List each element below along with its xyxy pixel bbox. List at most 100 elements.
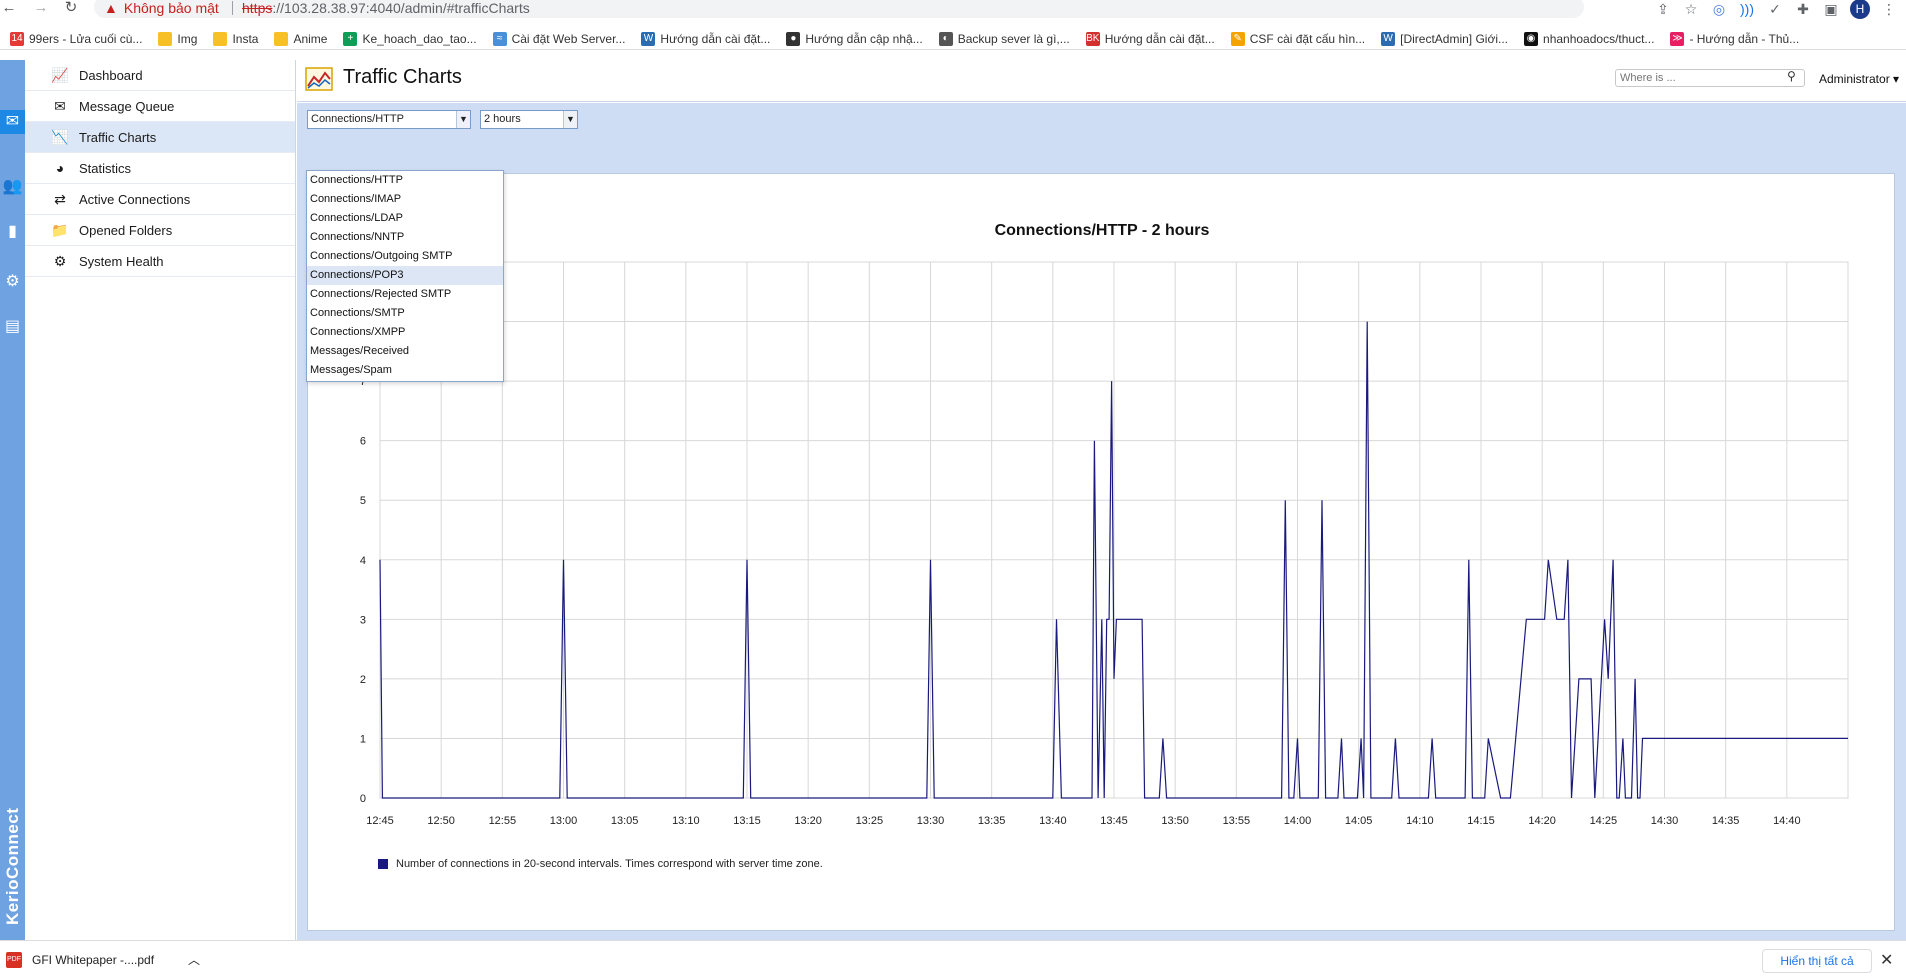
user-menu[interactable]: Administrator ▾ <box>1819 72 1900 86</box>
profile-avatar[interactable]: H <box>1850 0 1870 19</box>
bookmark-icon: W <box>641 31 656 46</box>
dropdown-option[interactable]: Messages/Spam <box>310 364 392 376</box>
sidebar-item-label: Message Queue <box>79 98 175 114</box>
y-tick-label: 5 <box>360 495 366 507</box>
bookmark-icon: BK <box>1085 31 1100 46</box>
sidebar-item-opened-folders[interactable]: 📁 Opened Folders <box>25 215 295 246</box>
download-filename: GFI Whitepaper -....pdf <box>32 952 155 967</box>
x-tick-label: 14:10 <box>1406 815 1434 827</box>
bookmark-item[interactable]: 14 99ers - Lửa cuối cù... <box>10 31 143 46</box>
forward-icon[interactable]: → <box>33 0 49 16</box>
bookmark-item[interactable]: W [DirectAdmin] Giới... <box>1373 28 1516 49</box>
y-tick-label: 7 <box>360 376 366 388</box>
show-all-downloads-button[interactable]: Hiển thị tất cả <box>1762 949 1872 973</box>
page-header: Traffic Charts ⚲ Administrator ▾ <box>297 60 1906 102</box>
bookmark-item[interactable]: + Ke_hoach_dao_tao... <box>335 28 484 49</box>
metric-select[interactable]: Connections/HTTP ▼ <box>307 110 471 129</box>
bookmark-item[interactable]: ◐ Backup sever là gì,... <box>931 28 1078 49</box>
dropdown-option[interactable]: Connections/IMAP <box>310 193 402 205</box>
sidebar-item-label: System Health <box>79 253 164 269</box>
y-tick-label: 1 <box>360 733 366 745</box>
sidebar-item-statistics[interactable]: ◕ Statistics <box>25 153 295 184</box>
dropdown-option[interactable]: Connections/POP3 <box>307 266 503 285</box>
url-text[interactable]: https://103.28.38.97:4040/admin/#traffic… <box>242 0 530 16</box>
close-icon[interactable]: ✕ <box>1880 952 1894 969</box>
sidebar-item-label: Dashboard <box>79 67 143 83</box>
back-icon[interactable]: ← <box>1 0 17 16</box>
x-tick-label: 14:40 <box>1773 815 1801 827</box>
folder-icon: 📁 <box>51 222 69 238</box>
range-select[interactable]: 2 hours ▼ <box>480 110 578 129</box>
x-tick-label: 13:15 <box>733 815 761 827</box>
more-menu-icon[interactable]: ⋮ <box>1882 1 1896 17</box>
bookmark-item[interactable]: Anime <box>266 28 335 49</box>
bookmark-icon <box>158 31 173 46</box>
x-tick-label: 13:00 <box>550 815 578 827</box>
omnibox[interactable] <box>94 0 1584 18</box>
dropdown-option[interactable]: Messages/Received <box>310 345 410 357</box>
logs-module-icon[interactable]: ▤ <box>4 318 21 335</box>
sidebar-item-system-health[interactable]: ⚙ System Health <box>25 246 295 277</box>
bookmark-item[interactable]: Insta <box>205 28 266 49</box>
extension-lens-icon[interactable]: ◎ <box>1712 1 1726 17</box>
sidebar-item-label: Opened Folders <box>79 222 173 238</box>
dropdown-option[interactable]: Connections/Outgoing SMTP <box>310 250 453 262</box>
search-input[interactable] <box>1615 69 1805 87</box>
x-tick-label: 14:00 <box>1284 815 1312 827</box>
bookmark-star-icon[interactable]: ☆ <box>1684 1 1698 17</box>
share-icon[interactable]: ⇪ <box>1657 1 1669 17</box>
dropdown-option[interactable]: Connections/XMPP <box>310 326 406 338</box>
sidebar-item-traffic-charts[interactable]: 📉 Traffic Charts <box>25 122 295 153</box>
bookmark-icon: + <box>343 31 358 46</box>
chevron-down-icon[interactable]: ▼ <box>456 111 470 128</box>
chart-panel: Connections/HTTP - 2 hours 0 1 2 3 4 5 6 7 12:45… <box>307 173 1895 931</box>
bookmark-icon: ● <box>786 31 801 46</box>
bookmark-item[interactable]: BK Hướng dẫn cài đặt... <box>1085 31 1215 46</box>
dropdown-option[interactable]: Connections/HTTP <box>310 174 403 186</box>
sidebar-item-message-queue[interactable]: ✉ Message Queue <box>25 91 295 122</box>
module-rail: ✉ 👥 ▮ ⚙ ▤ KerioConnect <box>0 60 25 940</box>
bookmark-item[interactable]: Img <box>150 28 205 49</box>
bookmark-item[interactable]: ✎ CSF cài đặt cấu hìn... <box>1223 28 1373 49</box>
dropdown-option[interactable]: Connections/NNTP <box>310 231 405 243</box>
sidebar-item-label: Traffic Charts <box>79 129 157 145</box>
search-icon[interactable]: ⚲ <box>1787 69 1796 83</box>
sidebar-item-label: Active Connections <box>79 191 191 207</box>
extensions-puzzle-icon[interactable]: ✚ <box>1797 1 1809 17</box>
y-tick-label: 3 <box>360 614 366 626</box>
mail-module-icon[interactable]: ✉ <box>0 110 25 134</box>
extension-check-icon[interactable]: ✓ <box>1769 1 1781 17</box>
line-chart: 0 1 2 3 4 5 6 7 12:45 12:50 12:55 13:00 13:05 13:10 13… <box>360 261 1849 827</box>
message-queue-icon: ✉ <box>54 98 66 114</box>
download-item[interactable]: PDF GFI Whitepaper -....pdf ︿ <box>6 951 200 968</box>
sidebar-item-dashboard[interactable]: 📈 Dashboard <box>25 60 295 91</box>
bookmarks-bar: 14 99ers - Lửa cuối cù... Img Insta Anime + Ke… <box>0 28 1906 50</box>
chevron-up-icon[interactable]: ︿ <box>188 953 201 967</box>
legend-swatch <box>378 859 388 869</box>
bookmark-item[interactable]: ≫ - Hướng dẫn - Thủ... <box>1670 31 1800 46</box>
security-label: Không bảo mật <box>123 0 219 16</box>
x-tick-label: 13:05 <box>611 815 639 827</box>
chevron-down-icon[interactable]: ▼ <box>563 111 577 128</box>
reload-icon[interactable]: ↻ <box>64 0 78 16</box>
dropdown-option[interactable]: Connections/Rejected SMTP <box>310 288 452 300</box>
users-module-icon[interactable]: 👥 <box>2 178 23 195</box>
extension-wave-icon[interactable]: ))) <box>1740 1 1754 17</box>
side-panel-icon[interactable]: ▣ <box>1824 1 1838 17</box>
bookmark-icon: ◐ <box>938 31 953 46</box>
security-warning[interactable]: ▲ Không bảo mật <box>104 0 219 16</box>
x-tick-label: 14:35 <box>1712 815 1740 827</box>
bookmark-item[interactable]: ◉ nhanhoadocs/thuct... <box>1516 28 1662 49</box>
config-module-icon[interactable]: ⚙ <box>5 273 20 290</box>
dropdown-option[interactable]: Connections/LDAP <box>310 212 403 224</box>
sidebar-item-active-connections[interactable]: ⇄ Active Connections <box>25 184 295 215</box>
x-tick-label: 14:30 <box>1651 815 1679 827</box>
bookmark-item[interactable]: W Hướng dẫn cài đặt... <box>633 28 778 49</box>
status-module-icon[interactable]: ▮ <box>8 223 17 240</box>
bookmark-icon <box>213 31 228 46</box>
omnibox-divider <box>232 1 233 15</box>
dropdown-option[interactable]: Connections/SMTP <box>310 307 405 319</box>
bookmark-item[interactable]: ● Hướng dẫn cập nhậ... <box>778 28 930 49</box>
bookmark-item[interactable]: ≈ Cài đặt Web Server... <box>485 28 634 49</box>
browser-address-bar: ← → ↻ ▲ Không bảo mật https://103.28.38.… <box>0 0 1906 19</box>
